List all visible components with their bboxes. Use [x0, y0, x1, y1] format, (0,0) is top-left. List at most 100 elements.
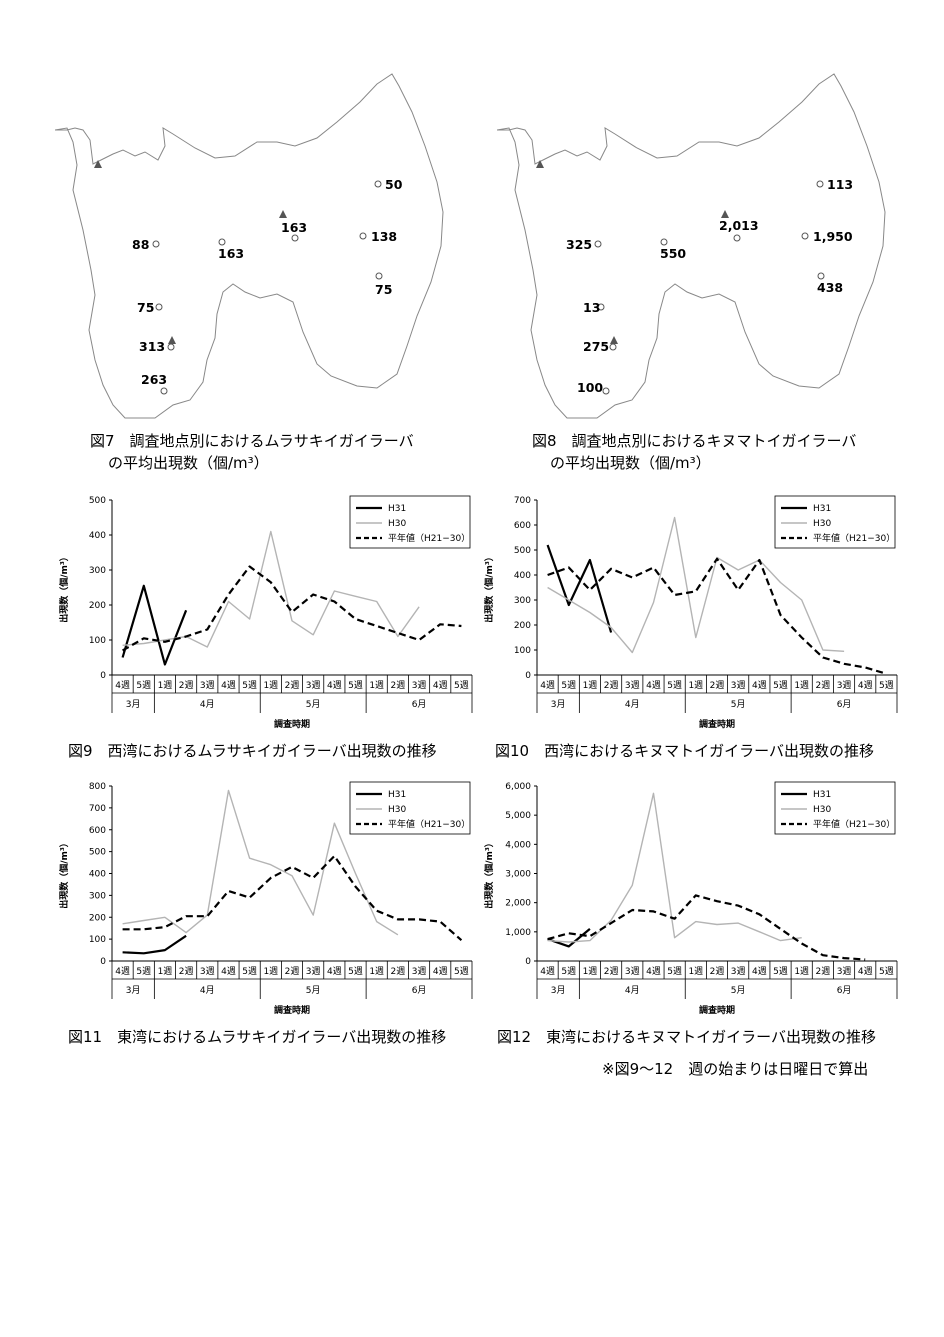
x-tick-label: 2週 [816, 966, 831, 977]
x-axis-title: 調査時期 [699, 1004, 735, 1016]
fig7-caption: 図7 調査地点別におけるムラサキイガイラーバ の平均出現数（個/m³） [90, 432, 414, 472]
x-tick-label: 2週 [391, 680, 406, 691]
point-label: 50 [385, 177, 403, 192]
chart-fig10: 0 100 200 300 400 500 600 700 出現数（個/m³） 4週 5週 1週 2週 3… [483, 495, 898, 730]
x-tick-label: 3週 [200, 966, 215, 977]
map-point: 263 [141, 372, 168, 395]
x-tick-label: 1週 [794, 966, 809, 977]
map-point: 100 [577, 380, 610, 395]
coastline [496, 73, 886, 419]
legend-box [349, 781, 471, 835]
series-line-h30 [547, 792, 802, 943]
y-tick-label: 300 [89, 566, 106, 576]
x-tick-label: 1週 [688, 680, 703, 691]
point-label: 313 [139, 339, 165, 354]
point-label: 2,013 [719, 218, 759, 233]
y-tick-label: 2,000 [505, 899, 531, 909]
legend-box [774, 495, 896, 549]
legend-label: H31 [813, 790, 831, 800]
map-point: 113 [816, 177, 853, 192]
legend-label: H30 [813, 519, 831, 529]
x-tick-label: 3週 [306, 966, 321, 977]
month-label: 4月 [625, 699, 640, 710]
point-label: 550 [660, 246, 686, 261]
legend-label: 平年値（H21−30） [388, 818, 470, 830]
y-tick-label: 6,000 [505, 782, 531, 792]
x-tick-label: 5週 [454, 680, 469, 691]
triangle-marker [279, 210, 287, 218]
x-tick-label: 4週 [646, 680, 661, 691]
y-tick-label: 800 [89, 782, 106, 792]
point-label: 138 [371, 229, 397, 244]
point-label: 438 [817, 280, 843, 295]
y-axis-title: 出現数（個/m³） [58, 838, 70, 909]
fig8-caption: 図8 調査地点別におけるキヌマトイガイラーバ の平均出現数（個/m³） [532, 432, 857, 472]
triangle-marker [610, 336, 618, 344]
legend-label: H31 [813, 504, 831, 514]
x-tick-label: 3週 [731, 680, 746, 691]
y-tick-label: 700 [89, 804, 106, 814]
legend-label: 平年値（H21−30） [813, 532, 895, 544]
x-tick-label: 4週 [646, 966, 661, 977]
map-point: 75 [137, 300, 163, 315]
x-tick-label: 2週 [179, 680, 194, 691]
map-point: 88 [132, 237, 160, 252]
map-point: 275 [583, 339, 617, 354]
x-tick-label: 4週 [327, 966, 342, 977]
x-tick-label: 3週 [731, 966, 746, 977]
point-label: 75 [137, 300, 154, 315]
x-tick-label: 2週 [816, 680, 831, 691]
legend-label: H30 [388, 519, 406, 529]
x-tick-label: 3週 [837, 680, 852, 691]
y-tick-label: 0 [525, 671, 531, 681]
x-tick-label: 1週 [158, 680, 173, 691]
x-tick-label: 3週 [306, 680, 321, 691]
map-point: 75 [375, 272, 392, 297]
point-label: 13 [583, 300, 600, 315]
x-tick-label: 1週 [688, 966, 703, 977]
y-tick-label: 200 [514, 621, 531, 631]
x-tick-label: 3週 [412, 680, 427, 691]
fig10-caption: 図10 西湾におけるキヌマトイガイラーバ出現数の推移 [495, 742, 874, 760]
month-label: 3月 [126, 699, 141, 710]
x-tick-label: 4週 [115, 966, 130, 977]
y-tick-label: 100 [89, 935, 106, 945]
y-tick-label: 4,000 [505, 840, 531, 850]
x-tick-label: 2週 [179, 966, 194, 977]
series-line-average [122, 854, 463, 942]
y-axis-title: 出現数（個/m³） [58, 552, 70, 623]
point-label: 100 [577, 380, 603, 395]
y-tick-label: 0 [100, 671, 106, 681]
x-tick-label: 3週 [200, 680, 215, 691]
x-tick-label: 5週 [242, 680, 257, 691]
series-line-average [122, 565, 462, 652]
month-label: 5月 [306, 699, 321, 710]
triangle-marker [94, 160, 102, 168]
x-tick-label: 4週 [327, 680, 342, 691]
month-label: 3月 [126, 985, 141, 996]
series-line-h30 [547, 516, 845, 654]
x-tick-label: 4週 [540, 680, 555, 691]
y-tick-label: 400 [514, 571, 531, 581]
legend-label: H31 [388, 790, 406, 800]
y-tick-label: 0 [525, 957, 531, 967]
x-tick-label: 4週 [115, 680, 130, 691]
x-tick-label: 2週 [285, 680, 300, 691]
month-label: 4月 [625, 985, 640, 996]
x-tick-label: 1週 [263, 680, 278, 691]
x-tick-label: 3週 [625, 680, 640, 691]
map-fig7: 50 163 88 163 138 75 75 313 263 [54, 70, 445, 420]
x-tick-label: 5週 [454, 966, 469, 977]
y-tick-label: 300 [514, 596, 531, 606]
y-tick-label: 1,000 [505, 928, 531, 938]
x-tick-label: 5週 [879, 966, 894, 977]
fig11-caption: 図11 東湾におけるムラサキイガイラーバ出現数の推移 [68, 1028, 447, 1046]
map-point: 550 [660, 238, 686, 261]
x-tick-label: 5週 [561, 966, 576, 977]
y-tick-label: 400 [89, 531, 106, 541]
point-label: 113 [827, 177, 853, 192]
y-tick-label: 200 [89, 913, 106, 923]
x-tick-label: 5週 [136, 680, 151, 691]
y-tick-label: 600 [514, 521, 531, 531]
x-tick-label: 1週 [263, 966, 278, 977]
